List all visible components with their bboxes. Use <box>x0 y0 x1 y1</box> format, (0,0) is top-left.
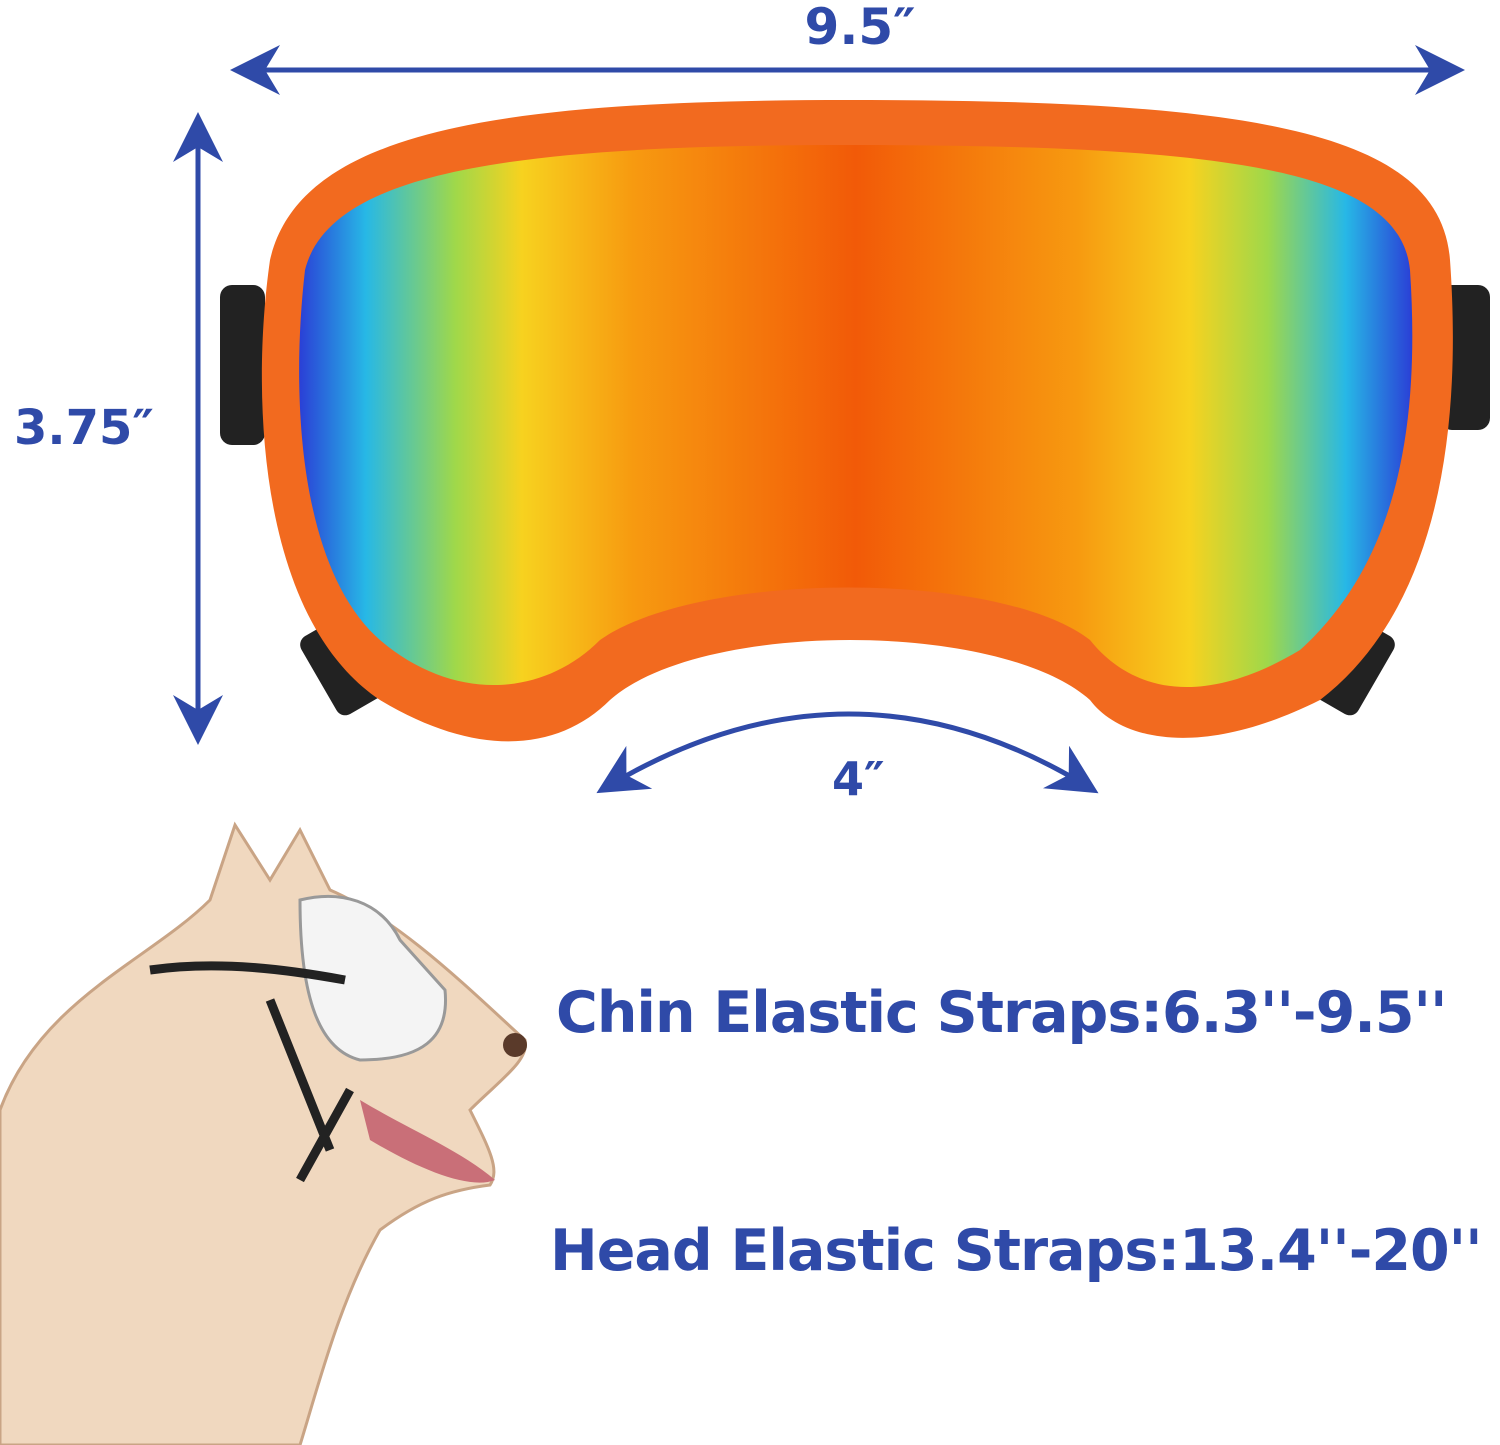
left-buckle <box>220 285 265 445</box>
height-label: 3.75″ <box>14 400 154 456</box>
goggle-lens <box>299 145 1413 688</box>
chin-strap-label: Chin Elastic Straps:6.3''-9.5'' <box>556 980 1447 1046</box>
nose-bridge-label: 4″ <box>832 752 885 806</box>
dog-illustration <box>0 821 527 1445</box>
width-label: 9.5″ <box>804 0 916 56</box>
nose-arrow <box>596 711 1099 794</box>
head-strap-label: Head Elastic Straps:13.4''-20'' <box>550 1218 1483 1284</box>
